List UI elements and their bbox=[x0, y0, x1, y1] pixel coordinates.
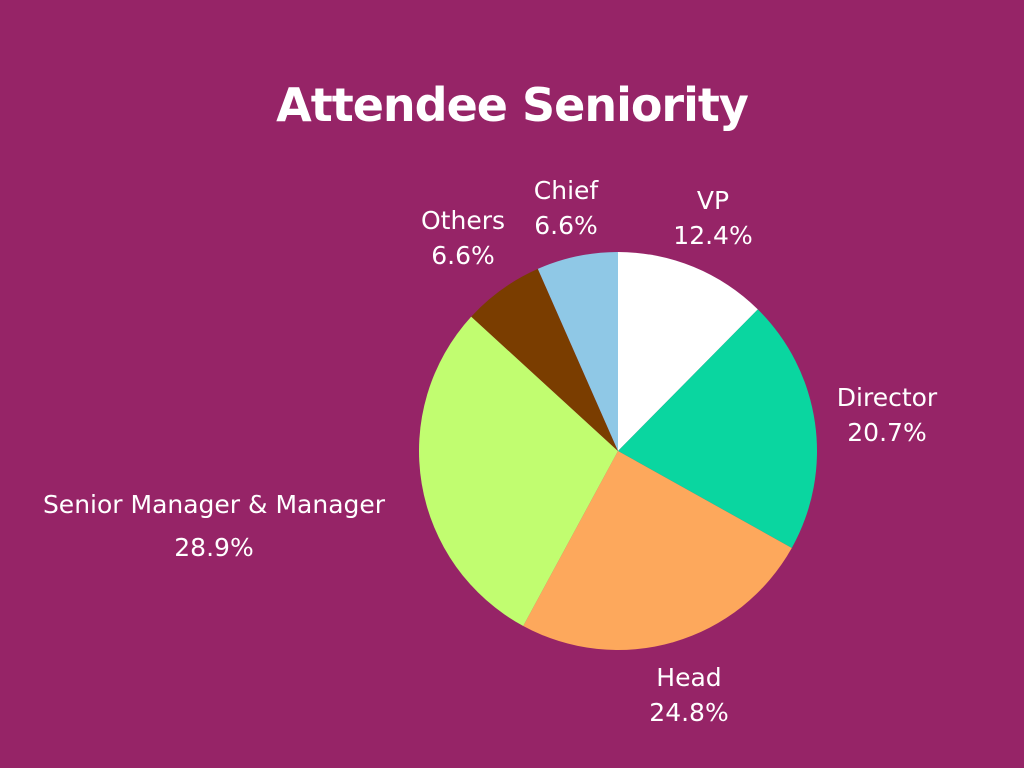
slice-label: Senior Manager & Manager 28.9% bbox=[43, 483, 385, 569]
slice-label-name: VP bbox=[696, 186, 730, 215]
slice-label-name: Senior Manager & Manager bbox=[42, 490, 386, 519]
slice-label-value: 28.9% bbox=[174, 533, 254, 562]
slice-label: Head 24.8% bbox=[649, 660, 728, 730]
slice-label-value: 24.8% bbox=[649, 698, 729, 727]
slice-label-name: Others bbox=[420, 206, 506, 235]
slice-label: VP 12.4% bbox=[673, 183, 752, 253]
slice-label-value: 20.7% bbox=[847, 418, 927, 447]
pie-slice-director bbox=[618, 309, 817, 548]
pie-slice-chief bbox=[537, 252, 618, 451]
slice-label-name: Head bbox=[656, 663, 722, 692]
slice-label-value: 12.4% bbox=[673, 221, 753, 250]
slice-label: Chief 6.6% bbox=[534, 173, 598, 243]
slice-label-name: Director bbox=[836, 383, 938, 412]
slice-label: Others 6.6% bbox=[421, 203, 505, 273]
slice-label-value: 6.6% bbox=[534, 211, 598, 240]
pie-slice-head bbox=[523, 451, 792, 651]
chart-title: Attendee Seniority bbox=[276, 78, 749, 132]
slice-label: Director 20.7% bbox=[837, 380, 937, 450]
pie-slice-vp bbox=[618, 252, 758, 451]
slice-label-name: Chief bbox=[533, 176, 599, 205]
pie-slice-senior-manager-manager bbox=[418, 316, 618, 626]
slice-label-value: 6.6% bbox=[431, 241, 495, 270]
pie-slice-others bbox=[471, 268, 618, 451]
